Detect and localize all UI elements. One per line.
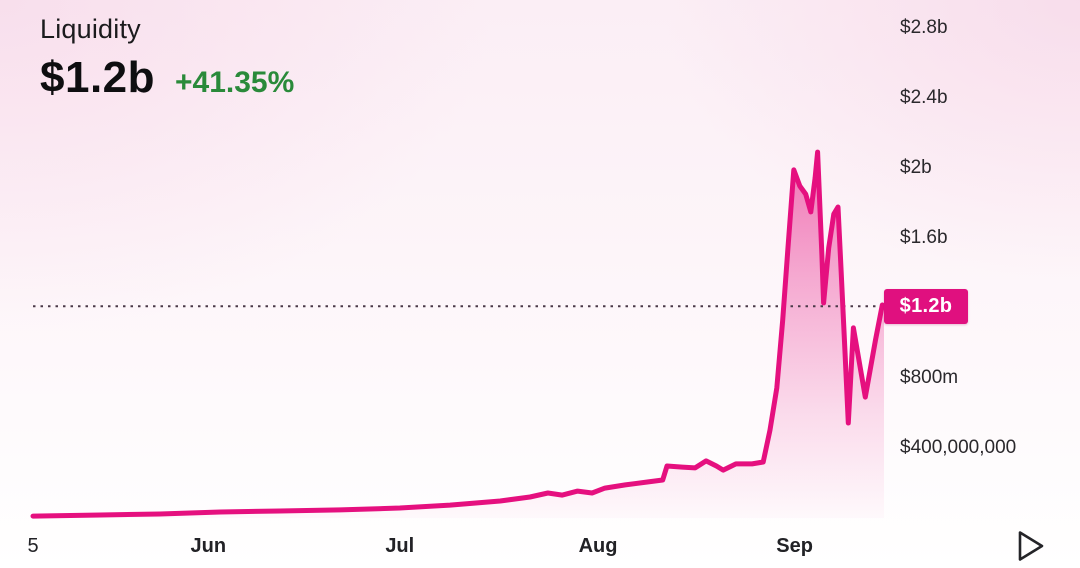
change-percent: +41.35% [175, 66, 295, 99]
y-axis-label: $800m [900, 367, 959, 388]
chart-header: Liquidity $1.2b +41.35% [40, 14, 294, 103]
x-axis-label: Jun [190, 535, 227, 557]
y-axis-label: $2.4b [900, 87, 948, 108]
y-axis-label: $1.6b [900, 227, 948, 248]
y-axis-label: $2b [900, 157, 932, 178]
x-axis-label: Jul [385, 535, 415, 557]
price-line [30, 149, 887, 519]
x-axis-label: 5 [27, 535, 39, 557]
chart-title: Liquidity [40, 14, 141, 44]
play-triangle-glyph [1018, 531, 1044, 561]
x-axis-label: Sep [776, 535, 813, 557]
y-axis-label: $2.8b [900, 17, 948, 38]
current-value: $1.2b [40, 53, 156, 102]
x-axis-label: Aug [578, 535, 618, 557]
play-icon[interactable] [1012, 528, 1048, 564]
current-value-badge: $1.2b [884, 288, 968, 324]
y-axis-label: $400,000,000 [900, 437, 1017, 458]
